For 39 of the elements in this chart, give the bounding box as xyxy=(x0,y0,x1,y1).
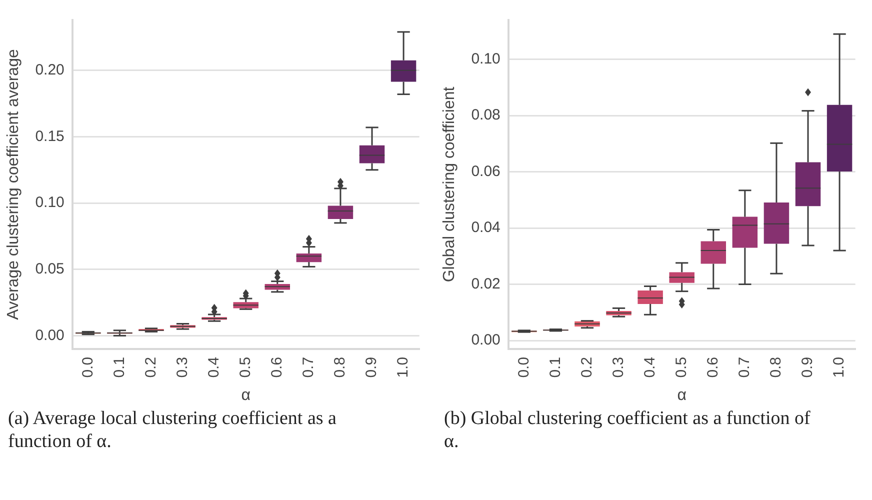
x-tick-label: 0.4 xyxy=(205,356,222,378)
x-axis-title: α xyxy=(241,386,250,404)
text: (b) Global clustering coefficient as a function of α. xyxy=(443,407,812,453)
y-tick-label: 0.10 xyxy=(35,194,64,212)
text: (a) Average local clustering coefficient as a function of α. xyxy=(7,407,338,453)
x-tick-label: 0.5 xyxy=(672,356,690,378)
x-tick-label: 0.0 xyxy=(515,356,532,378)
y-tick-label: 0.02 xyxy=(471,275,500,292)
x-tick-label: 0.8 xyxy=(332,356,349,378)
y-axis-title: Global clustering coefficient xyxy=(441,86,458,282)
y-tick-label: 0.10 xyxy=(471,50,500,68)
y-tick-label: 0.04 xyxy=(471,219,500,236)
x-tick-label: 0.4 xyxy=(641,356,658,378)
x-tick-label: 0.1 xyxy=(546,356,564,378)
x-tick-label: 0.9 xyxy=(363,356,380,378)
y-tick-label: 0.05 xyxy=(35,260,64,278)
x-tick-label: 0.7 xyxy=(736,356,754,378)
x-tick-label: 1.0 xyxy=(394,356,412,378)
y-tick-label: 0.06 xyxy=(471,162,500,180)
x-tick-label: 0.3 xyxy=(174,356,191,378)
y-axis-title: Average clustering coefficient average xyxy=(5,49,22,320)
x-tick-label: 0.7 xyxy=(300,356,318,378)
y-tick-label: 0.15 xyxy=(35,128,64,145)
x-tick-label: 0.8 xyxy=(768,356,785,378)
y-tick-label: 0.00 xyxy=(471,332,500,349)
x-tick-label: 0.3 xyxy=(610,356,627,378)
x-tick-label: 0.1 xyxy=(110,356,128,378)
x-tick-label: 1.0 xyxy=(830,356,848,378)
y-tick-label: 0.00 xyxy=(35,326,64,344)
x-tick-label: 0.6 xyxy=(704,356,722,378)
x-tick-label: 0.5 xyxy=(236,356,254,378)
x-axis-title: α xyxy=(677,386,686,404)
y-tick-label: 0.20 xyxy=(35,62,64,79)
y-tick-label: 0.08 xyxy=(471,106,500,124)
x-tick-label: 0.9 xyxy=(799,356,816,378)
x-tick-label: 0.2 xyxy=(142,356,160,378)
x-tick-label: 0.2 xyxy=(578,356,596,378)
x-tick-label: 0.0 xyxy=(79,356,96,378)
x-tick-label: 0.6 xyxy=(268,356,286,378)
